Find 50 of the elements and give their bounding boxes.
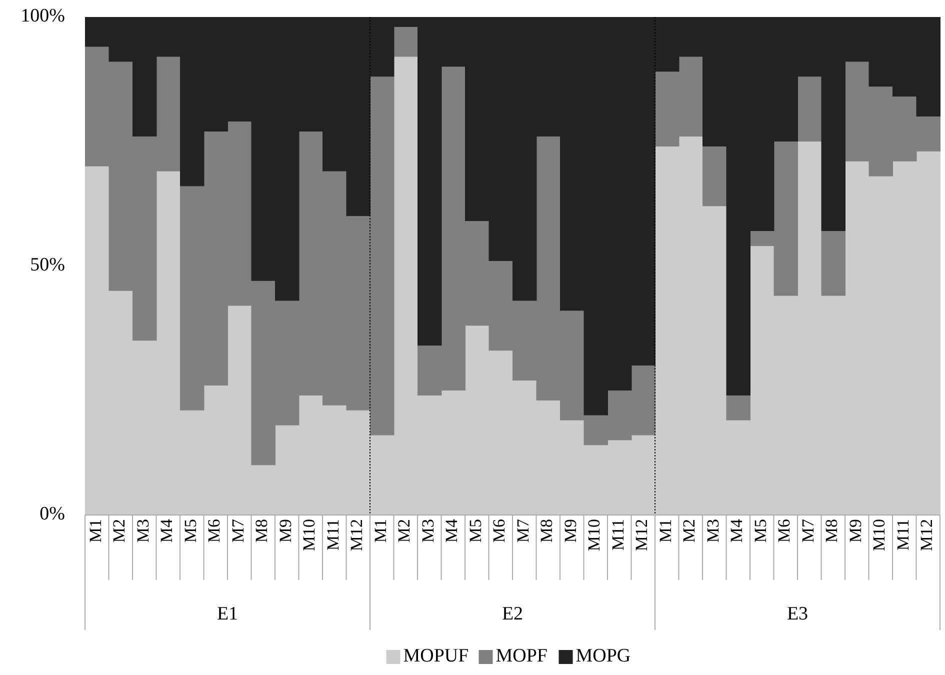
x-tick-label: M5 [750, 519, 770, 543]
x-tick-label: M1 [370, 519, 390, 543]
x-tick-label: M2 [394, 519, 414, 543]
x-tick-label: M2 [680, 519, 699, 543]
bar [702, 146, 727, 206]
x-tick-label: M4 [157, 518, 176, 543]
text: E2 [502, 603, 524, 624]
x-tick-label: M3 [133, 519, 152, 543]
bar [726, 395, 750, 420]
x-tick-label: M2 [110, 519, 129, 543]
x-tick-label: M8 [537, 519, 556, 543]
x-tick-label: M9 [276, 519, 295, 543]
x-tick-label: M3 [418, 519, 438, 543]
x-tick-label: M3 [703, 519, 722, 543]
x-tick-label: M4 [442, 518, 462, 543]
y-tick-label: 0% [40, 503, 66, 524]
x-tick-label: M11 [323, 519, 342, 550]
x-tick-label: M9 [846, 519, 865, 543]
y-tick-label: 50% [30, 254, 66, 276]
legend-label: MOPUF [403, 645, 469, 666]
x-tick-label: M12 [347, 519, 366, 552]
bar [798, 76, 822, 142]
x-tick-label: M5 [180, 519, 200, 543]
y-tick-label: 100% [20, 5, 66, 26]
x-tick-label: M5 [466, 519, 485, 543]
bar [394, 26, 418, 57]
x-tick-label: M12 [632, 519, 652, 552]
x-tick-label: M10 [870, 519, 889, 552]
x-tick-label: M6 [204, 519, 224, 543]
x-tick-label: M10 [300, 519, 319, 552]
x-tick-label: M9 [560, 519, 580, 543]
x-tick-label: M8 [252, 519, 272, 543]
x-tick-label: M1 [656, 519, 675, 543]
bar [821, 231, 846, 296]
x-tick-label: M11 [893, 519, 912, 550]
x-tick-label: M7 [228, 518, 248, 543]
legend-label: MOPG [576, 645, 631, 666]
x-tick-label: M6 [490, 519, 509, 543]
text: E3 [786, 603, 808, 624]
x-tick-label: M11 [608, 519, 628, 550]
x-tick-label: M1 [86, 519, 105, 543]
x-tick-label: M4 [727, 518, 746, 543]
x-tick-label: M7 [798, 518, 818, 543]
legend-label: MOPF [496, 645, 548, 666]
text: E1 [216, 603, 238, 624]
x-tick-label: M6 [774, 519, 794, 543]
x-tick-label: M7 [513, 518, 532, 543]
x-tick-label: M12 [917, 519, 936, 552]
x-tick-label: M8 [822, 519, 842, 543]
x-tick-label: M10 [584, 519, 604, 552]
